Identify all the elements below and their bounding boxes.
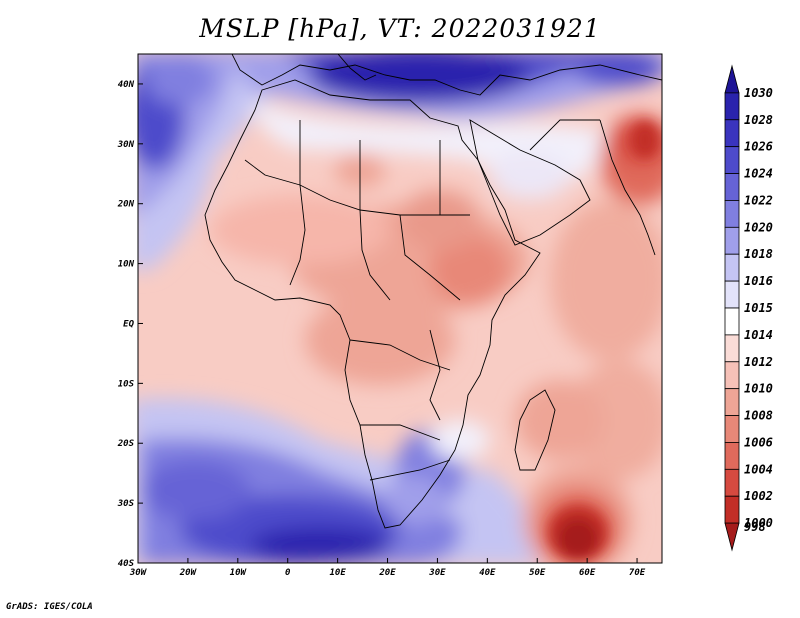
colorbar-swatch — [724, 64, 740, 94]
grads-credit: GrADS: IGES/COLA — [6, 602, 93, 612]
colorbar-label: 1024 — [744, 167, 773, 181]
colorbar-label: 1030 — [744, 86, 773, 100]
colorbar-swatch — [724, 280, 740, 309]
x-tick-label: 30E — [428, 568, 446, 578]
x-tick-label: 70E — [629, 568, 646, 578]
y-tick-label: 20S — [117, 439, 135, 449]
y-tick-label: 10N — [118, 260, 135, 270]
colorbar-label: 1015 — [744, 301, 773, 315]
x-tick-label: 40E — [479, 568, 496, 578]
colorbar-swatch — [724, 442, 740, 470]
colorbar-label: 1000 — [744, 516, 773, 530]
x-tick-label: 0 — [285, 568, 291, 578]
colorbar-swatch — [724, 173, 740, 201]
y-tick-label: 40S — [118, 559, 135, 569]
x-tick-label: 10W — [230, 568, 248, 578]
coastlines — [204, 54, 662, 529]
colorbar-label: 1028 — [744, 113, 773, 127]
y-tick-label: 20N — [117, 200, 135, 210]
y-tick-label: 30N — [117, 140, 135, 150]
colorbar-swatch — [724, 146, 740, 174]
colorbar-swatch — [724, 361, 740, 390]
colorbar-swatch — [724, 495, 740, 524]
colorbar-swatch — [724, 119, 740, 148]
colorbar-label: 1018 — [744, 247, 773, 261]
x-tick-label: 20W — [179, 568, 198, 578]
y-tick-label: 30S — [117, 499, 135, 509]
colorbar-label: 1026 — [744, 140, 773, 154]
colorbar-label: 1008 — [744, 409, 773, 423]
colorbar-label: 1020 — [744, 220, 773, 234]
colorbar-label: 1004 — [744, 462, 773, 476]
map-title: MSLP [hPa], VT: 2022031921 — [199, 14, 601, 43]
colorbar-label: 1006 — [744, 435, 773, 449]
y-axis: 40N 30N 20N 10N EQ 10S 20S 30S 40S — [117, 80, 143, 569]
pressure-field — [138, 54, 662, 563]
colorbar-swatch — [724, 307, 740, 336]
colorbar-label: 1016 — [744, 274, 773, 288]
colorbar-swatch — [724, 388, 740, 416]
colorbar-swatch — [724, 468, 740, 497]
colorbar-swatch — [724, 334, 740, 363]
colorbar-swatch — [724, 226, 740, 255]
x-tick-label: 10E — [329, 568, 346, 578]
colorbar-label: 1010 — [744, 382, 773, 396]
colorbar-label: 1012 — [744, 355, 773, 369]
colorbar-swatch — [724, 522, 740, 552]
x-tick-label: 30W — [129, 568, 148, 578]
colorbar-label: 1022 — [744, 193, 773, 207]
colorbar-swatch — [724, 253, 740, 282]
x-tick-label: 20E — [378, 568, 396, 578]
colorbar-swatch — [724, 92, 740, 121]
plot-frame — [137, 53, 663, 564]
y-tick-label: 40N — [118, 80, 135, 90]
colorbar-label: 1014 — [744, 328, 773, 342]
y-tick-label: 10S — [118, 379, 135, 389]
colorbar: 1030 1028 1026 1024 1022 1020 1018 1016 1015 1014… — [724, 64, 773, 552]
x-tick-label: 50E — [529, 568, 546, 578]
x-axis: 30W 20W 10W 0 10E 20E 30E 40E 50E 60E 70E — [129, 558, 646, 578]
colorbar-label: 998 — [744, 520, 766, 534]
colorbar-swatch — [724, 200, 740, 228]
x-tick-label: 60E — [579, 568, 596, 578]
colorbar-swatch — [724, 415, 740, 443]
y-tick-label: EQ — [123, 319, 134, 329]
colorbar-label: 1002 — [744, 489, 773, 503]
